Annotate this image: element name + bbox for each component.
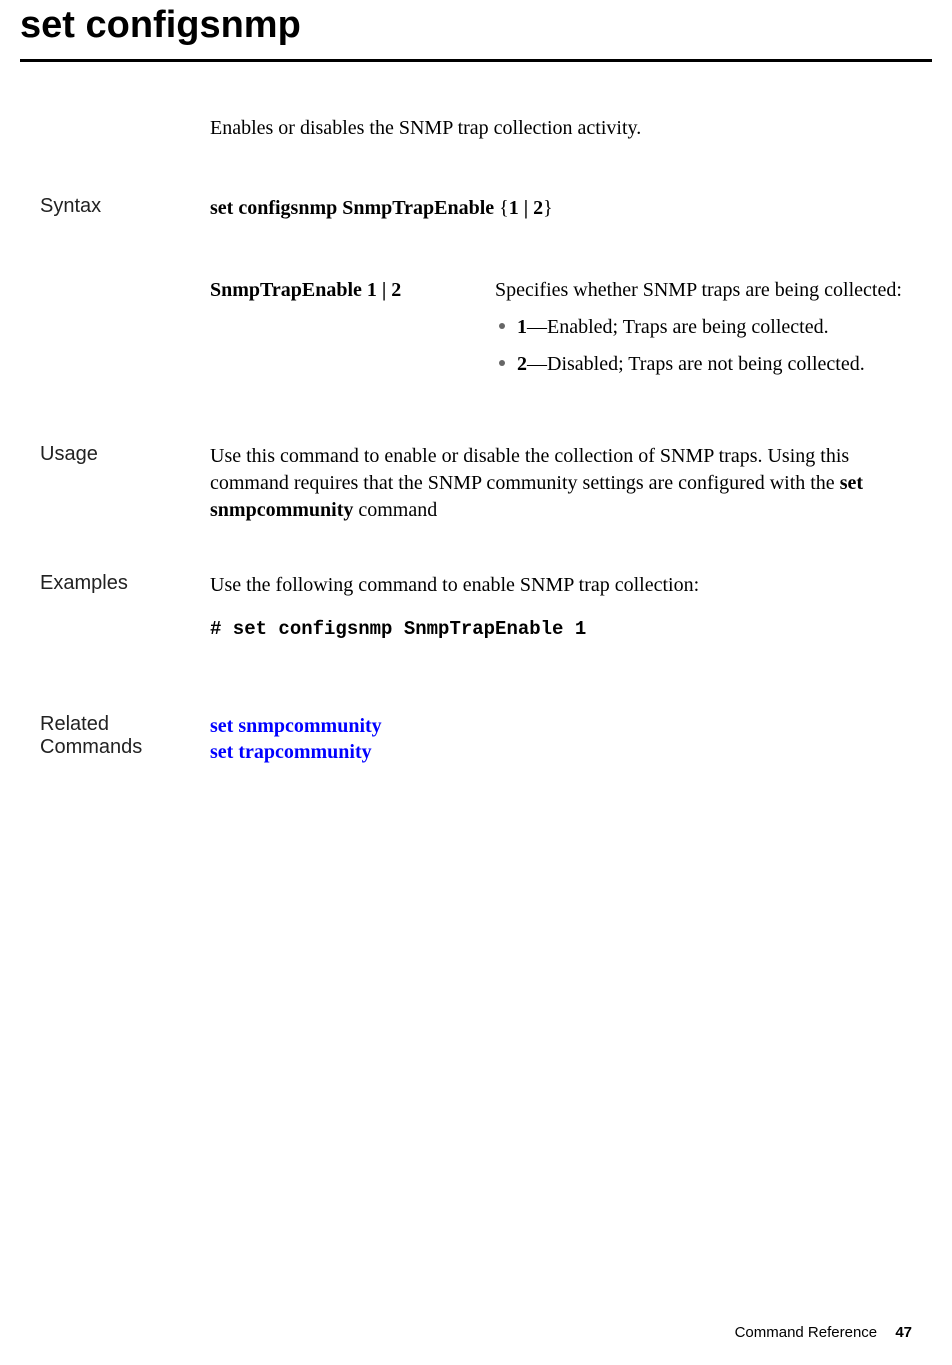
- syntax-cmd: set configsnmp SnmpTrapEnable: [210, 197, 494, 219]
- param-options: 1—Enabled; Traps are being collected. 2—…: [495, 314, 912, 378]
- examples-body: Use the following command to enable SNMP…: [210, 572, 912, 643]
- usage-body: Use this command to enable or disable th…: [210, 443, 912, 524]
- param-option-1-rest: —Enabled; Traps are being collected.: [527, 316, 829, 338]
- related-label: Related Commands: [40, 713, 210, 765]
- related-link-2[interactable]: set trapcommunity: [210, 739, 912, 765]
- param-name: SnmpTrapEnable 1 | 2: [210, 277, 495, 388]
- syntax-body: set configsnmp SnmpTrapEnable {1 | 2} Sn…: [210, 195, 912, 388]
- usage-section: Usage Use this command to enable or disa…: [40, 443, 912, 524]
- syntax-brace-close: }: [543, 197, 553, 219]
- page-title: set configsnmp: [20, 0, 932, 59]
- syntax-label: Syntax: [40, 195, 210, 388]
- page: set configsnmp Enables or disables the S…: [0, 0, 952, 1365]
- content-area: Enables or disables the SNMP trap collec…: [0, 117, 952, 765]
- examples-section: Examples Use the following command to en…: [40, 572, 912, 643]
- param-option-2-rest: —Disabled; Traps are not being collected…: [527, 353, 865, 375]
- footer-section: Command Reference: [735, 1324, 878, 1341]
- related-link-1[interactable]: set snmpcommunity: [210, 713, 912, 739]
- param-option-2-bold: 2: [517, 353, 527, 375]
- related-label-1: Related: [40, 713, 109, 735]
- usage-post: command: [353, 499, 437, 521]
- related-label-2: Commands: [40, 736, 142, 758]
- param-desc-text: Specifies whether SNMP traps are being c…: [495, 277, 912, 304]
- related-body: set snmpcommunity set trapcommunity: [210, 713, 912, 765]
- title-block: set configsnmp: [0, 0, 952, 62]
- param-option-1-bold: 1: [517, 316, 527, 338]
- title-rule: [20, 59, 932, 62]
- footer-page-number: 47: [895, 1324, 912, 1341]
- examples-code: # set configsnmp SnmpTrapEnable 1: [210, 617, 912, 643]
- syntax-line: set configsnmp SnmpTrapEnable {1 | 2}: [210, 197, 553, 219]
- examples-label: Examples: [40, 572, 210, 643]
- param-desc: Specifies whether SNMP traps are being c…: [495, 277, 912, 388]
- syntax-brace-open: {: [494, 197, 509, 219]
- param-row: SnmpTrapEnable 1 | 2 Specifies whether S…: [210, 277, 912, 388]
- page-footer: Command Reference 47: [735, 1324, 912, 1341]
- syntax-arg: 1 | 2: [509, 197, 543, 219]
- usage-label: Usage: [40, 443, 210, 524]
- syntax-section: Syntax set configsnmp SnmpTrapEnable {1 …: [40, 195, 912, 388]
- param-option-2: 2—Disabled; Traps are not being collecte…: [495, 351, 912, 378]
- param-option-1: 1—Enabled; Traps are being collected.: [495, 314, 912, 341]
- intro-text: Enables or disables the SNMP trap collec…: [210, 117, 912, 140]
- related-section: Related Commands set snmpcommunity set t…: [40, 713, 912, 765]
- examples-text: Use the following command to enable SNMP…: [210, 574, 699, 596]
- usage-pre: Use this command to enable or disable th…: [210, 445, 849, 494]
